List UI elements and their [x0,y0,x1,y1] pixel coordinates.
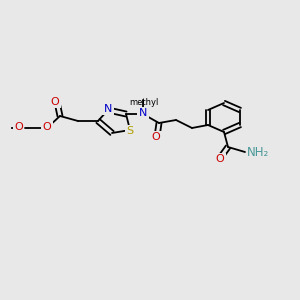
Text: O: O [51,97,59,107]
Text: methyl: methyl [129,98,159,107]
Text: O: O [43,122,51,132]
Text: O: O [14,122,23,132]
Text: S: S [126,126,134,136]
Text: O: O [152,132,160,142]
Text: O: O [216,154,224,164]
Text: N: N [139,108,147,118]
Text: NH₂: NH₂ [247,146,269,158]
Text: N: N [104,104,112,114]
